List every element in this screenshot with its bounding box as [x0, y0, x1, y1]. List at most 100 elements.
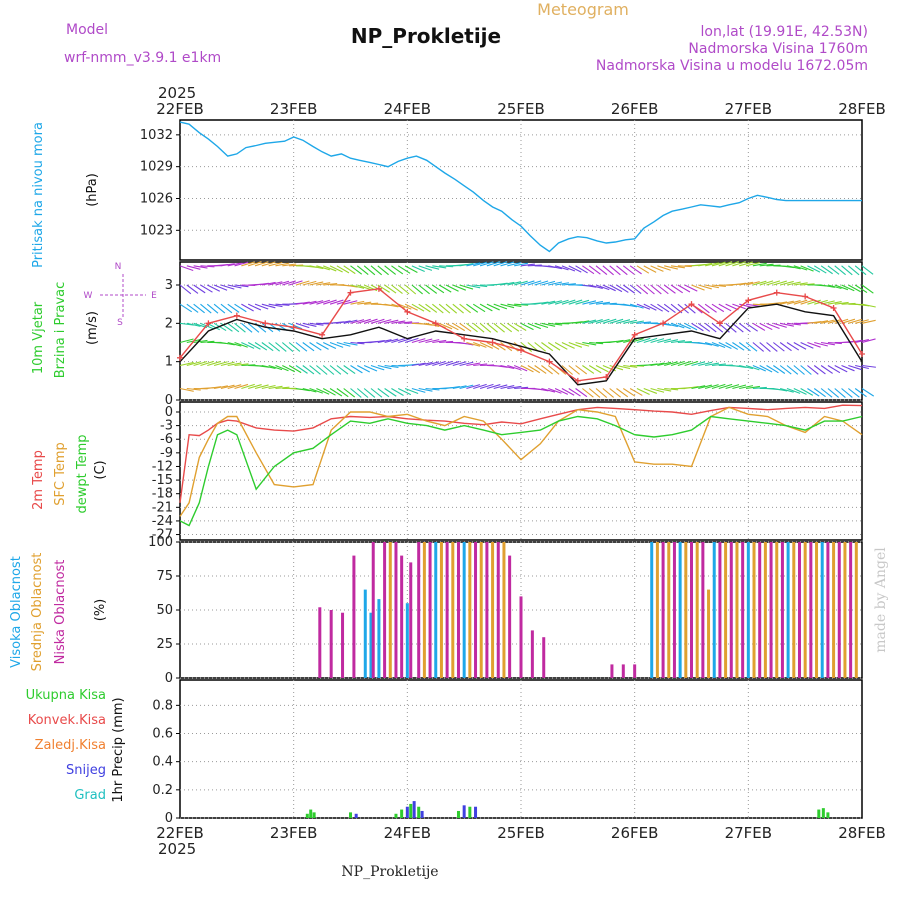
- cloud-bar: [667, 542, 671, 678]
- wind-barb: [500, 364, 515, 370]
- cloud-bar: [468, 542, 472, 678]
- wind-barb: [350, 341, 365, 345]
- wind-barb: [820, 365, 833, 374]
- wind-barb: [500, 281, 515, 286]
- wind-barb: [568, 365, 580, 375]
- wind-barb: [322, 365, 335, 375]
- wind-barb: [220, 263, 235, 267]
- wind-barb: [841, 284, 855, 292]
- wind-barb: [282, 365, 296, 373]
- y-tick-label: 0: [165, 405, 173, 420]
- date-tick-label: 24FEB: [384, 824, 431, 842]
- wind-barb: [752, 262, 767, 267]
- wind-barb: [589, 319, 603, 324]
- wind-barb: [561, 283, 576, 286]
- wind-barb: [336, 320, 351, 324]
- wind-barb: [316, 282, 331, 286]
- wind-barb: [282, 280, 296, 286]
- wind-barb: [384, 303, 399, 308]
- wind-ylabel-1: 10m Vjetar: [31, 301, 46, 374]
- wind-barb: [200, 340, 215, 344]
- wind-barb: [657, 338, 672, 344]
- wind-barb: [200, 360, 214, 367]
- wind-barb: [268, 261, 283, 267]
- wind-barb: [602, 265, 614, 276]
- wind-barb: [452, 322, 466, 332]
- wind-barb: [554, 342, 568, 350]
- y-tick-label: 1029: [140, 160, 173, 175]
- wind-barb: [643, 387, 658, 394]
- cloud-bar: [843, 542, 847, 678]
- wind-barb: [609, 339, 624, 344]
- wind-barb: [193, 303, 205, 314]
- wind-barb: [759, 342, 771, 352]
- wind-barb: [773, 387, 788, 392]
- cloud-bar: [701, 542, 705, 678]
- wind-barb: [473, 383, 487, 390]
- cloud-bar: [752, 542, 756, 678]
- wind-barb: [739, 364, 754, 370]
- wind-barb: [855, 339, 869, 344]
- wind-barb: [438, 360, 453, 367]
- cloud-bar: [684, 542, 688, 678]
- cloud-bar: [434, 542, 438, 678]
- cloud-bar: [695, 542, 699, 678]
- wind-barb: [479, 342, 493, 349]
- wind-barb: [541, 322, 556, 327]
- wind-barb: [384, 364, 399, 369]
- cloud-bar: [445, 542, 449, 678]
- cloud-bar: [826, 542, 830, 678]
- wind-barb: [425, 387, 440, 391]
- wind-barb: [282, 263, 297, 267]
- wind-barb: [247, 303, 262, 311]
- wind-barb: [418, 387, 433, 392]
- wind-barb: [691, 385, 706, 390]
- wind-barb: [575, 388, 588, 398]
- wind-barb: [207, 284, 221, 292]
- wind-barb: [363, 388, 376, 398]
- wind-barb: [636, 284, 649, 295]
- wind-barb: [466, 341, 481, 347]
- wind-barb: [186, 284, 199, 294]
- wind-barb: [404, 387, 419, 395]
- wind-barb: [759, 365, 773, 373]
- wind-barb: [582, 319, 597, 324]
- precip-bar: [349, 812, 352, 818]
- cloud-bar: [409, 562, 413, 678]
- wind-barb: [691, 361, 706, 367]
- wind-barb: [466, 284, 481, 289]
- wind-barb: [418, 303, 431, 313]
- date-tick-label: 26FEB: [611, 100, 658, 118]
- wind-barb: [773, 365, 786, 374]
- wind-barb: [261, 384, 276, 390]
- wind-barb: [234, 261, 249, 267]
- wind-barb: [588, 365, 602, 374]
- date-tick-label: 22FEB: [156, 100, 203, 118]
- wind-barb: [459, 303, 471, 314]
- wind-barb: [534, 301, 549, 305]
- temp-dewpt-line: [179, 415, 863, 527]
- cloud-bar: [462, 542, 466, 678]
- wind-barb: [629, 265, 642, 275]
- wind-barb: [350, 319, 365, 324]
- wind-barb: [855, 319, 869, 324]
- wind-barb: [275, 342, 287, 352]
- cloud-bar: [485, 542, 489, 678]
- cloud-bar: [422, 542, 426, 678]
- y-tick-label: -15: [152, 473, 173, 488]
- date-tick-label: 23FEB: [270, 100, 317, 118]
- wind-barb: [698, 384, 713, 390]
- wind-barb: [493, 261, 508, 267]
- wind-barb: [377, 319, 392, 324]
- wind-barb: [848, 364, 862, 371]
- precip-bar: [826, 812, 830, 818]
- wind-barb: [698, 284, 712, 290]
- y-tick-label: 0.2: [152, 783, 173, 798]
- wind-barb: [275, 262, 290, 267]
- precip-ylabel: 1hr Precip (mm): [111, 697, 126, 802]
- wind-barb: [466, 262, 481, 267]
- wind-barb: [514, 280, 528, 286]
- wind-barb: [622, 284, 636, 294]
- wind-barb: [759, 263, 774, 267]
- wind-barb: [438, 322, 453, 330]
